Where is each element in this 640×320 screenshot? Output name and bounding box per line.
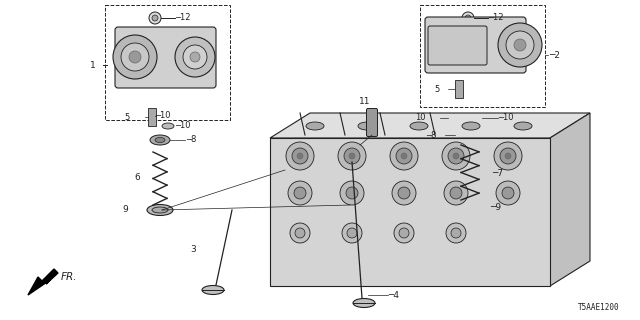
Text: 5: 5 xyxy=(435,84,440,93)
Polygon shape xyxy=(550,113,590,286)
Circle shape xyxy=(342,223,362,243)
Bar xyxy=(420,5,545,107)
FancyBboxPatch shape xyxy=(453,126,479,144)
Circle shape xyxy=(451,228,461,238)
Circle shape xyxy=(401,153,407,159)
Ellipse shape xyxy=(462,204,478,210)
Circle shape xyxy=(502,187,514,199)
Circle shape xyxy=(392,181,416,205)
Circle shape xyxy=(514,39,526,51)
Text: FR.: FR. xyxy=(61,272,77,282)
Circle shape xyxy=(462,12,474,24)
Circle shape xyxy=(446,223,466,243)
Text: ─10: ─10 xyxy=(498,114,513,123)
Circle shape xyxy=(129,51,141,63)
Text: ─2: ─2 xyxy=(549,51,560,60)
Text: 11: 11 xyxy=(359,98,371,107)
Ellipse shape xyxy=(150,135,170,145)
Circle shape xyxy=(505,153,511,159)
Circle shape xyxy=(183,45,207,69)
Circle shape xyxy=(398,187,410,199)
Circle shape xyxy=(453,153,459,159)
Ellipse shape xyxy=(457,202,483,212)
Ellipse shape xyxy=(353,299,375,308)
Circle shape xyxy=(113,35,157,79)
Bar xyxy=(105,5,230,120)
Ellipse shape xyxy=(162,123,174,129)
Bar xyxy=(148,108,156,126)
Text: T5AAE1200: T5AAE1200 xyxy=(579,303,620,312)
Circle shape xyxy=(286,142,314,170)
Circle shape xyxy=(399,228,409,238)
Text: ─9: ─9 xyxy=(490,203,501,212)
Circle shape xyxy=(121,43,149,71)
Circle shape xyxy=(396,148,412,164)
Text: ─4: ─4 xyxy=(388,291,399,300)
Circle shape xyxy=(190,52,200,62)
Circle shape xyxy=(506,31,534,59)
Text: 5: 5 xyxy=(125,113,130,122)
Circle shape xyxy=(498,23,542,67)
FancyBboxPatch shape xyxy=(428,26,487,65)
Polygon shape xyxy=(28,269,58,295)
Circle shape xyxy=(338,142,366,170)
Circle shape xyxy=(450,187,462,199)
Circle shape xyxy=(297,153,303,159)
Circle shape xyxy=(175,37,215,77)
Ellipse shape xyxy=(147,204,173,215)
Circle shape xyxy=(340,181,364,205)
Circle shape xyxy=(494,142,522,170)
Polygon shape xyxy=(270,113,590,138)
Ellipse shape xyxy=(514,122,532,130)
Circle shape xyxy=(346,187,358,199)
Circle shape xyxy=(347,228,357,238)
Text: 3: 3 xyxy=(190,245,196,254)
Ellipse shape xyxy=(306,122,324,130)
FancyBboxPatch shape xyxy=(115,27,216,88)
Circle shape xyxy=(295,228,305,238)
Text: 9: 9 xyxy=(122,205,128,214)
Text: ─8: ─8 xyxy=(186,135,196,145)
Ellipse shape xyxy=(470,115,482,121)
Text: ─12: ─12 xyxy=(175,13,191,22)
Circle shape xyxy=(448,148,464,164)
Circle shape xyxy=(465,15,471,21)
Text: ─8: ─8 xyxy=(426,131,436,140)
Circle shape xyxy=(288,181,312,205)
Circle shape xyxy=(290,223,310,243)
Circle shape xyxy=(344,148,360,164)
Ellipse shape xyxy=(462,122,480,130)
Circle shape xyxy=(294,187,306,199)
Ellipse shape xyxy=(202,285,224,294)
Text: ─10: ─10 xyxy=(155,111,170,121)
Circle shape xyxy=(292,148,308,164)
Ellipse shape xyxy=(358,122,376,130)
Circle shape xyxy=(444,181,468,205)
Text: 10: 10 xyxy=(415,114,426,123)
Ellipse shape xyxy=(152,207,168,213)
Bar xyxy=(270,138,550,286)
Circle shape xyxy=(500,148,516,164)
Text: ─10: ─10 xyxy=(175,122,191,131)
Circle shape xyxy=(442,142,470,170)
Bar xyxy=(455,80,463,98)
Circle shape xyxy=(149,12,161,24)
FancyBboxPatch shape xyxy=(425,17,526,73)
Ellipse shape xyxy=(448,115,460,121)
Ellipse shape xyxy=(410,122,428,130)
Circle shape xyxy=(390,142,418,170)
Circle shape xyxy=(496,181,520,205)
Ellipse shape xyxy=(155,138,165,142)
Text: 6: 6 xyxy=(134,173,140,182)
Text: 1: 1 xyxy=(90,60,96,69)
Circle shape xyxy=(349,153,355,159)
Text: ─12: ─12 xyxy=(488,13,504,22)
Text: ─7: ─7 xyxy=(492,169,503,178)
Circle shape xyxy=(152,15,158,21)
FancyBboxPatch shape xyxy=(367,108,378,137)
Circle shape xyxy=(394,223,414,243)
